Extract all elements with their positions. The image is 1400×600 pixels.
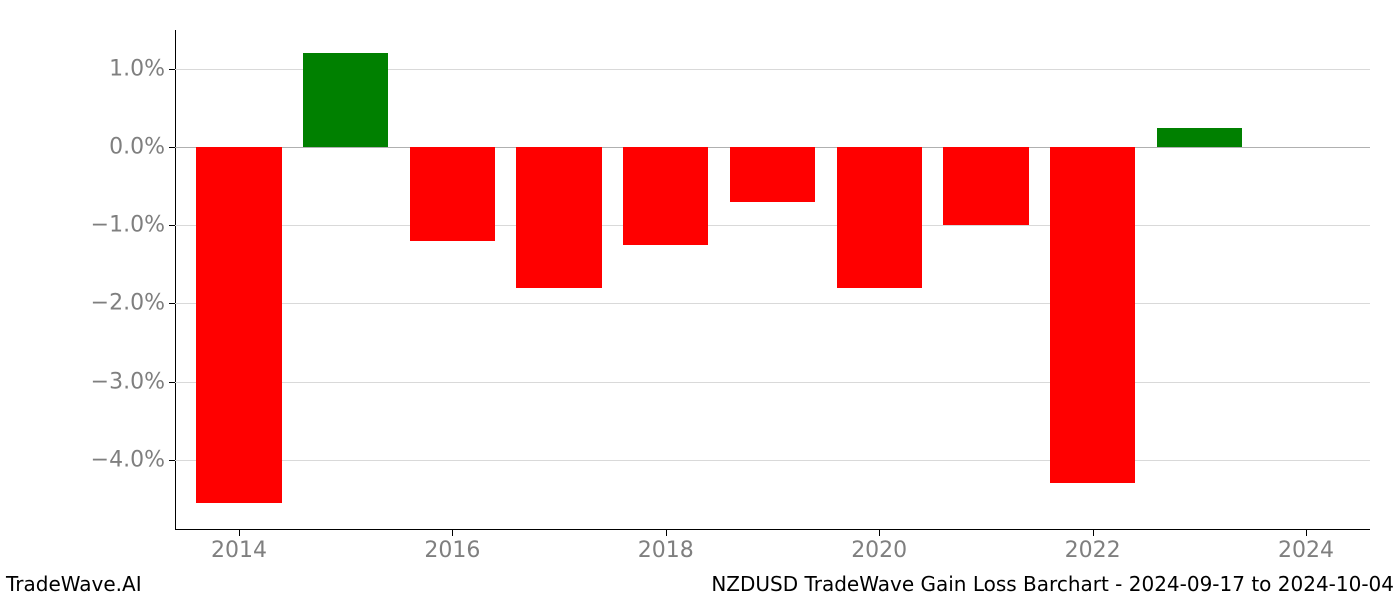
y-tick-label: −3.0% — [91, 369, 175, 394]
y-tick-label: −4.0% — [91, 447, 175, 472]
bar — [730, 147, 815, 202]
x-tick-label: 2014 — [211, 530, 267, 563]
grid-line — [175, 382, 1370, 383]
x-axis-spine — [175, 529, 1370, 530]
bar — [1050, 147, 1135, 483]
bar — [303, 53, 388, 147]
x-tick-label: 2016 — [424, 530, 480, 563]
bar — [837, 147, 922, 288]
x-tick-label: 2018 — [638, 530, 694, 563]
bar — [516, 147, 601, 288]
chart-canvas: { "chart": { "type": "bar", "width_px": … — [0, 0, 1400, 600]
bar — [623, 147, 708, 245]
bar — [196, 147, 281, 502]
footer-caption: NZDUSD TradeWave Gain Loss Barchart - 20… — [711, 572, 1394, 596]
x-tick-label: 2024 — [1278, 530, 1334, 563]
grid-line — [175, 460, 1370, 461]
plot-area: −4.0%−3.0%−2.0%−1.0%0.0%1.0%201420162018… — [175, 30, 1370, 530]
y-tick-label: 0.0% — [109, 135, 175, 160]
grid-line — [175, 225, 1370, 226]
bar — [943, 147, 1028, 225]
x-tick-label: 2022 — [1065, 530, 1121, 563]
bar — [1157, 128, 1242, 148]
y-tick-label: −1.0% — [91, 213, 175, 238]
bar — [410, 147, 495, 241]
y-tick-label: −2.0% — [91, 291, 175, 316]
footer-brand: TradeWave.AI — [6, 572, 142, 596]
y-axis-spine — [175, 30, 176, 530]
y-tick-label: 1.0% — [109, 57, 175, 82]
grid-line — [175, 303, 1370, 304]
x-tick-label: 2020 — [851, 530, 907, 563]
